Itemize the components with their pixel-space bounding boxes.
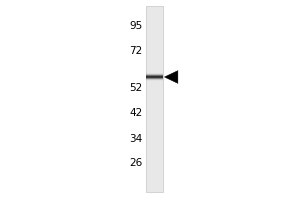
Bar (146, 76, 163, 77)
Bar (146, 80, 163, 81)
Text: 95: 95 (129, 21, 142, 31)
Text: 72: 72 (129, 46, 142, 56)
Bar (146, 77, 163, 78)
Bar (146, 78, 163, 79)
Bar (146, 75, 163, 76)
Text: 26: 26 (129, 158, 142, 168)
Bar (146, 6, 163, 192)
Bar (146, 74, 163, 75)
Text: 34: 34 (129, 134, 142, 144)
Text: 42: 42 (129, 108, 142, 118)
Bar (146, 73, 163, 74)
Text: 52: 52 (129, 83, 142, 93)
Bar (146, 79, 163, 80)
Polygon shape (164, 71, 178, 83)
